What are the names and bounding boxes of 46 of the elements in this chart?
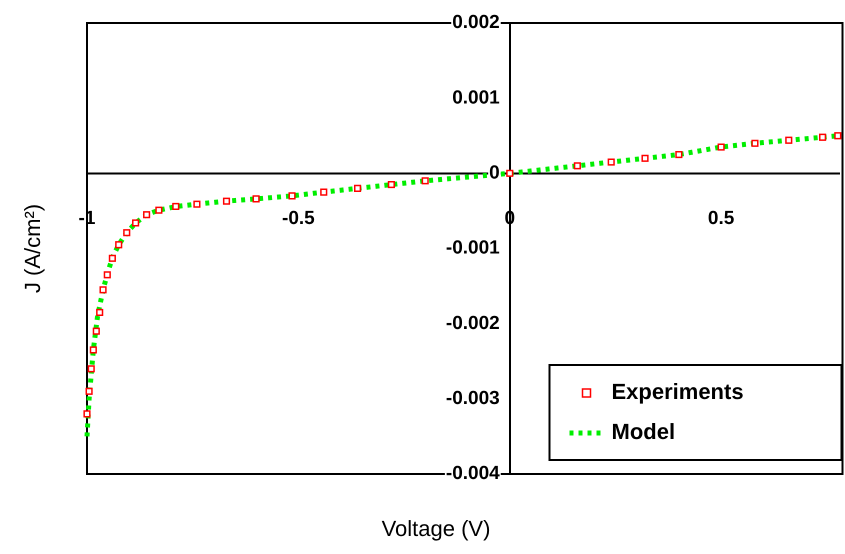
point <box>193 200 200 208</box>
y-tick-label: 0 <box>489 162 500 184</box>
point <box>506 170 514 177</box>
point <box>92 328 100 335</box>
point <box>819 134 826 141</box>
point <box>574 162 581 170</box>
point <box>252 195 260 202</box>
x-tick-label: -0.5 <box>282 208 316 229</box>
point <box>751 140 759 147</box>
point <box>86 388 93 395</box>
point <box>641 154 649 162</box>
point <box>718 143 725 151</box>
y-axis-title: J (A/cm²) <box>20 204 45 294</box>
y-tick-label: 0.002 <box>452 12 500 34</box>
y-tick-label: -0.004 <box>446 463 500 484</box>
point <box>90 346 97 354</box>
point <box>388 181 395 188</box>
point <box>104 271 111 278</box>
point <box>132 219 140 227</box>
point <box>96 308 104 316</box>
x-axis-title: Voltage (V) <box>382 516 490 541</box>
point <box>675 150 682 158</box>
y-tick-label: -0.002 <box>446 312 500 334</box>
y-tick-label: 0.001 <box>452 87 500 108</box>
point <box>354 184 362 192</box>
point <box>834 132 842 140</box>
point <box>83 410 91 418</box>
point <box>608 158 615 166</box>
point <box>172 202 180 210</box>
point <box>288 192 296 200</box>
legend-label: Model <box>612 419 676 444</box>
x-tick-label: 0.5 <box>708 208 735 229</box>
point <box>143 211 150 218</box>
point <box>422 177 429 184</box>
y-tick-label: -0.003 <box>446 388 500 410</box>
point <box>785 136 792 144</box>
point <box>155 206 162 214</box>
point <box>320 188 328 196</box>
point <box>108 254 116 262</box>
legend-label: Experiments <box>612 379 744 404</box>
point <box>115 241 122 248</box>
y-tick-label: -0.001 <box>446 238 500 259</box>
point <box>222 198 230 205</box>
point <box>123 229 130 236</box>
point <box>88 365 95 372</box>
point <box>99 286 107 294</box>
